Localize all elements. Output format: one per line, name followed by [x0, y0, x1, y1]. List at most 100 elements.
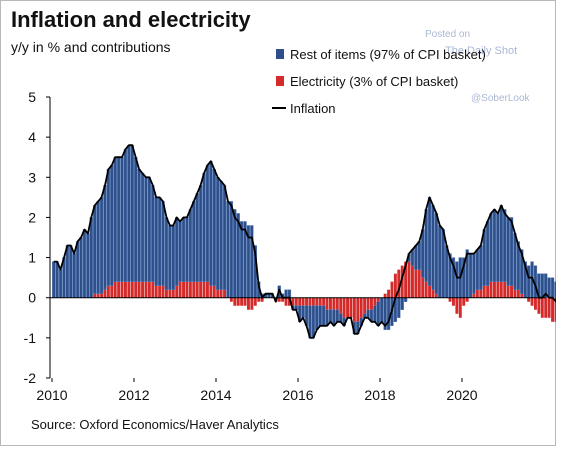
rest-bar: [520, 249, 524, 294]
inflation-line: [53, 144, 556, 339]
rest-bar: [55, 261, 59, 298]
rest-bar: [212, 169, 216, 286]
electricity-bar: [243, 297, 247, 306]
electricity-bar: [298, 297, 302, 306]
electricity-bar: [407, 261, 411, 298]
electricity-bar: [124, 281, 127, 298]
rest-bar: [339, 313, 343, 322]
legend-label: Rest of items (97% of CPI basket): [290, 47, 486, 62]
rest-bar: [485, 221, 490, 286]
legend-swatch: [276, 49, 284, 59]
electricity-bar: [390, 281, 394, 298]
rest-bar: [526, 265, 531, 298]
rest-bar: [540, 273, 544, 298]
x-tick-label: 2014: [200, 387, 231, 403]
rest-bar: [239, 221, 244, 298]
electricity-bar: [247, 297, 250, 310]
rest-bar: [335, 309, 339, 322]
rest-bar: [123, 148, 128, 282]
x-tick-label: 2016: [282, 387, 313, 403]
electricity-bar: [424, 281, 428, 298]
electricity-bar: [393, 273, 397, 298]
rest-bar: [438, 225, 442, 298]
electricity-bar: [250, 297, 254, 310]
electricity-bar: [417, 269, 421, 298]
electricity-bar: [339, 297, 343, 314]
electricity-bar: [544, 297, 548, 318]
y-tick-label: -1: [24, 330, 37, 346]
electricity-bar: [397, 269, 401, 298]
electricity-bar: [202, 281, 206, 298]
electricity-bar: [113, 281, 117, 298]
rest-bar: [120, 157, 124, 282]
rest-bar: [380, 297, 384, 323]
rest-bar: [103, 185, 107, 290]
y-tick-label: 1: [28, 250, 36, 266]
rest-bar: [366, 309, 370, 318]
rest-bar: [209, 161, 213, 286]
electricity-bar: [434, 293, 438, 298]
electricity-bar: [346, 297, 349, 318]
electricity-bar: [475, 289, 479, 298]
x-tick-label: 2018: [364, 387, 395, 403]
chart-plot: -2 -1 0 1 2 3 4 5 2010 2012 2014 2016 2018 2020 Rest o…: [24, 47, 556, 403]
rest-bar: [373, 305, 377, 323]
electricity-bar: [192, 281, 196, 298]
rest-bar: [72, 253, 76, 298]
rest-bar: [175, 217, 179, 286]
y-tick-label: 5: [28, 89, 36, 105]
rest-bar: [321, 305, 326, 327]
electricity-bar: [161, 285, 165, 298]
electricity-bar: [318, 297, 322, 306]
rest-bar: [468, 253, 473, 298]
rest-bar: [328, 309, 333, 322]
rest-bar: [421, 229, 425, 278]
x-tick-label: 2020: [446, 387, 477, 403]
rest-bar: [417, 241, 421, 270]
watermark-line1: Posted on: [425, 29, 471, 40]
electricity-bar: [137, 281, 141, 298]
rest-bar: [134, 157, 138, 282]
rest-bar: [318, 305, 322, 327]
rest-bar: [185, 217, 189, 282]
rest-bar: [99, 197, 104, 294]
y-tick-label: 4: [28, 129, 36, 145]
legend-label: Electricity (3% of CPI basket): [290, 74, 458, 89]
electricity-bar: [486, 285, 490, 298]
rest-bar: [222, 185, 227, 290]
rest-bar: [202, 173, 206, 282]
electricity-bar: [308, 297, 312, 306]
electricity-bar: [165, 289, 168, 298]
rest-bar: [229, 201, 234, 298]
watermark-line3: @SoberLook: [471, 93, 530, 104]
rest-bar: [506, 217, 510, 286]
rest-bar: [475, 249, 480, 290]
electricity-bar: [493, 281, 496, 298]
rest-bar: [137, 169, 141, 282]
rest-bar: [233, 209, 237, 298]
rest-bar: [226, 201, 230, 298]
rest-bar: [69, 245, 73, 298]
electricity-bar: [168, 289, 172, 298]
rest-bar: [151, 185, 155, 282]
y-tick-label: 2: [28, 209, 36, 225]
rest-bar: [113, 157, 117, 282]
rest-bar: [86, 233, 90, 298]
rest-bar: [315, 305, 319, 331]
x-tick-label: 2012: [118, 387, 149, 403]
x-tick-label: 2010: [36, 387, 67, 403]
rest-bar: [550, 277, 555, 298]
rest-bar: [89, 217, 93, 298]
electricity-bar: [472, 293, 476, 298]
electricity-bar: [520, 293, 524, 298]
rest-bar: [503, 209, 507, 282]
electricity-bar: [373, 297, 377, 306]
electricity-bar: [506, 285, 510, 298]
y-tick-label: 3: [28, 169, 36, 185]
rest-bar: [397, 297, 401, 318]
electricity-bar: [120, 281, 124, 298]
electricity-bar: [284, 297, 288, 306]
electricity-bar: [199, 281, 203, 298]
electricity-bar: [209, 285, 213, 298]
electricity-bar: [452, 297, 455, 306]
